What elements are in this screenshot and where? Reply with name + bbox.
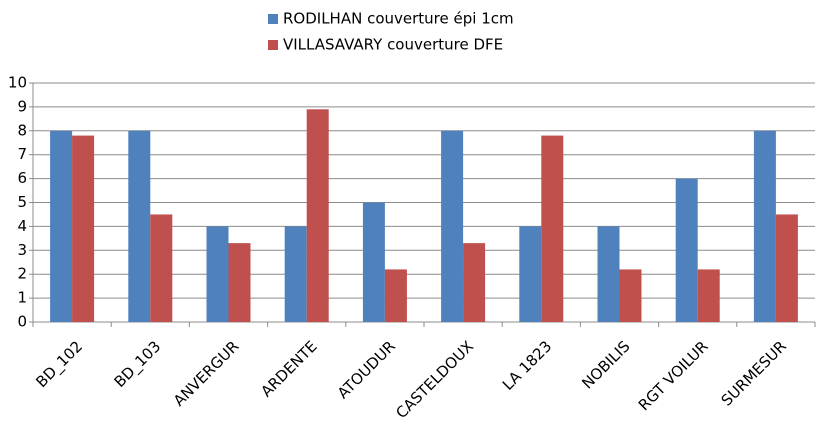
bar [306,109,329,322]
bar [753,130,776,322]
y-tick-label: 5 [17,193,27,211]
legend-swatch [268,40,278,50]
y-tick-label: 1 [17,289,27,307]
bar [441,130,464,322]
bar [541,135,564,322]
bar [228,243,251,322]
y-tick-label: 0 [17,313,27,331]
y-tick-label: 2 [17,265,27,283]
bar [463,243,486,322]
x-tick-label: CASTELDOUX [392,337,477,422]
legend-label: RODILHAN couverture épi 1cm [283,10,514,28]
x-tick-label: BD_102 [32,337,86,391]
bar [597,226,620,322]
x-tick-label: NOBILIS [578,337,633,392]
y-tick-label: 8 [17,121,27,139]
y-tick-label: 7 [17,145,27,163]
bar [775,214,798,322]
x-tick-label: RGT VOILUR [635,337,712,414]
bar [675,178,698,322]
y-tick-label: 9 [17,97,27,115]
legend-swatch [268,14,278,24]
legend-label: VILLASAVARY couverture DFE [283,36,503,54]
bar [519,226,542,322]
x-tick-label: ANVERGUR [170,337,243,410]
bar [284,226,307,322]
x-tick-label: ARDENTE [257,337,320,400]
bar [362,202,385,322]
bar [619,269,642,322]
bar [384,269,407,322]
y-tick-label: 3 [17,241,27,259]
bar [72,135,95,322]
bar [150,214,173,322]
x-tick-label: BD_103 [111,337,165,391]
x-tick-label: ATOUDUR [334,337,399,402]
y-tick-label: 6 [17,169,27,187]
bar [206,226,229,322]
y-tick-label: 10 [8,74,27,92]
bar [128,130,151,322]
x-tick-label: SURMESUR [718,337,790,409]
bar [50,130,73,322]
y-tick-label: 4 [17,217,27,235]
bar [697,269,720,322]
x-tick-label: LA 1823 [499,337,556,394]
